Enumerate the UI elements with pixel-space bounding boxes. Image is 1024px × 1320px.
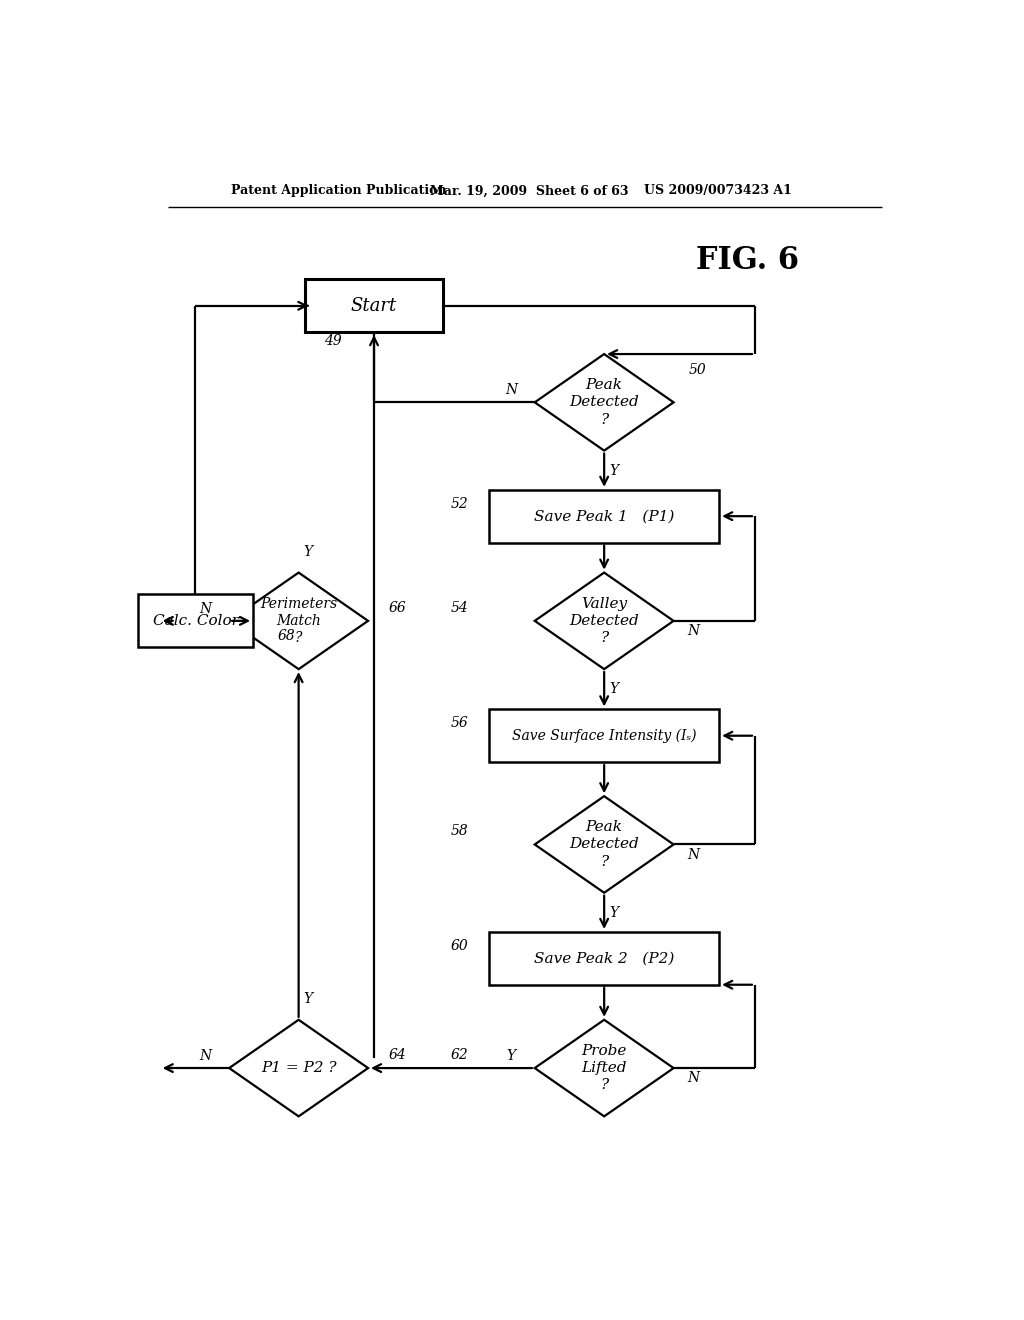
Text: 56: 56 <box>451 715 469 730</box>
Text: 50: 50 <box>689 363 707 376</box>
Text: Probe
Lifted
?: Probe Lifted ? <box>582 1044 627 1093</box>
Polygon shape <box>489 709 719 762</box>
Text: N: N <box>200 602 211 615</box>
Text: Patent Application Publication: Patent Application Publication <box>231 185 446 198</box>
Text: Valley
Detected
?: Valley Detected ? <box>569 597 639 645</box>
Text: Peak
Detected
?: Peak Detected ? <box>569 820 639 869</box>
Text: Save Peak 1   (P1): Save Peak 1 (P1) <box>534 510 675 523</box>
Polygon shape <box>489 490 719 543</box>
Polygon shape <box>535 796 674 892</box>
Polygon shape <box>535 354 674 450</box>
Text: Save Surface Intensity (Iₛ): Save Surface Intensity (Iₛ) <box>512 729 696 743</box>
Text: Perimeters
Match
?: Perimeters Match ? <box>260 597 337 645</box>
Text: Start: Start <box>351 297 397 314</box>
Text: 60: 60 <box>451 939 469 953</box>
Text: Peak
Detected
?: Peak Detected ? <box>569 378 639 426</box>
Text: FIG. 6: FIG. 6 <box>695 244 799 276</box>
Polygon shape <box>229 1020 368 1117</box>
Polygon shape <box>138 594 253 647</box>
Polygon shape <box>304 280 443 333</box>
Text: P1 = P2 ?: P1 = P2 ? <box>261 1061 336 1074</box>
Text: Save Peak 2   (P2): Save Peak 2 (P2) <box>534 952 675 965</box>
Text: 66: 66 <box>389 601 407 615</box>
Text: N: N <box>505 383 517 397</box>
Polygon shape <box>535 1020 674 1117</box>
Text: Y: Y <box>506 1049 515 1063</box>
Text: N: N <box>687 624 699 638</box>
Text: N: N <box>200 1049 211 1063</box>
Text: US 2009/0073423 A1: US 2009/0073423 A1 <box>644 185 792 198</box>
Text: 58: 58 <box>451 824 469 838</box>
Text: N: N <box>687 1072 699 1085</box>
Text: Calc. Color: Calc. Color <box>153 614 239 628</box>
Text: 64: 64 <box>389 1048 407 1061</box>
Text: Mar. 19, 2009  Sheet 6 of 63: Mar. 19, 2009 Sheet 6 of 63 <box>430 185 628 198</box>
Text: Y: Y <box>609 906 618 920</box>
Text: 49: 49 <box>324 334 342 348</box>
Text: Y: Y <box>609 463 618 478</box>
Text: 54: 54 <box>451 601 469 615</box>
Polygon shape <box>535 573 674 669</box>
Text: Y: Y <box>609 682 618 697</box>
Text: 68: 68 <box>278 630 296 643</box>
Polygon shape <box>229 573 368 669</box>
Polygon shape <box>489 932 719 985</box>
Text: 52: 52 <box>451 496 469 511</box>
Text: 62: 62 <box>451 1048 469 1061</box>
Text: N: N <box>687 847 699 862</box>
Text: Y: Y <box>303 545 312 560</box>
Text: Y: Y <box>303 993 312 1006</box>
